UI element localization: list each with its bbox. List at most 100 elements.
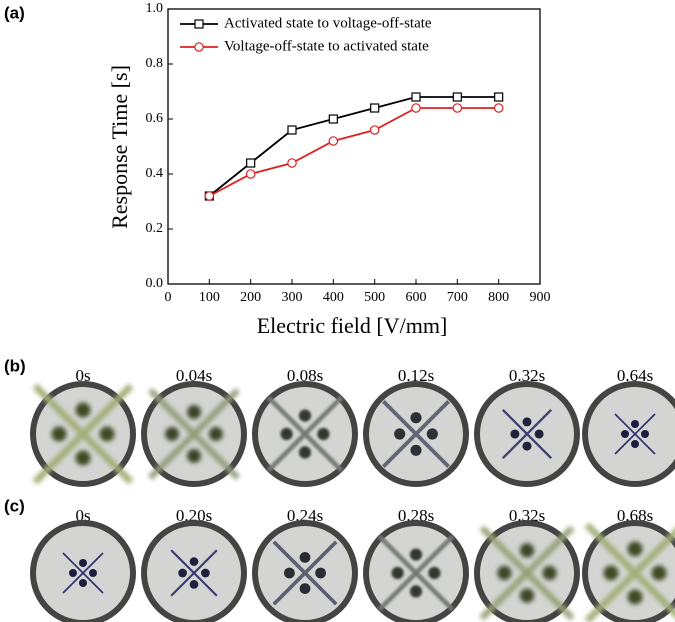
- cross-line: [382, 400, 450, 468]
- marker: [204, 191, 215, 201]
- y-axis-label: Response Time [s]: [107, 65, 132, 229]
- dot: [189, 580, 199, 589]
- particles: [266, 395, 344, 473]
- marker: [452, 103, 463, 113]
- dot: [534, 429, 544, 439]
- dot: [280, 427, 293, 441]
- legend-label: Voltage-off-state to activated state: [224, 38, 429, 54]
- dot: [409, 548, 423, 561]
- particles: [501, 408, 553, 460]
- dot: [208, 427, 223, 441]
- x-tick-label: 0: [165, 290, 172, 305]
- dot: [631, 420, 639, 428]
- cross-line: [377, 534, 455, 612]
- dot: [69, 569, 77, 577]
- dot: [497, 565, 512, 581]
- dot: [79, 579, 87, 587]
- cross-line: [148, 388, 240, 480]
- marker: [369, 125, 380, 135]
- dot: [187, 405, 201, 420]
- marker: [194, 19, 204, 29]
- particles: [377, 534, 455, 612]
- dot: [409, 585, 423, 598]
- cross-line: [170, 549, 218, 597]
- dot: [522, 441, 532, 451]
- x-axis-label: Electric field [V/mm]: [257, 313, 448, 338]
- cross-line: [62, 552, 104, 594]
- panel-label: (a): [4, 3, 25, 22]
- dot: [284, 567, 295, 579]
- y-tick-label: 0.6: [146, 111, 164, 126]
- time-label: 0.32s: [509, 366, 545, 385]
- marker: [370, 103, 380, 113]
- time-label: 0.08s: [287, 366, 323, 385]
- time-label: 0.04s: [176, 366, 212, 385]
- particles: [272, 540, 338, 606]
- dot: [641, 430, 649, 438]
- cross-line: [266, 395, 344, 473]
- dot: [510, 429, 520, 439]
- legend-label: Activated state to voltage-off-state: [224, 15, 432, 31]
- time-label: 0.68s: [617, 506, 653, 525]
- dot: [75, 450, 91, 466]
- marker: [328, 136, 339, 146]
- time-label: 0.28s: [398, 506, 434, 525]
- cross-line: [584, 528, 675, 622]
- marker: [411, 103, 421, 113]
- dot: [89, 569, 97, 577]
- series-line: [208, 96, 499, 197]
- dot: [298, 446, 312, 459]
- dot: [75, 402, 91, 418]
- cross-line: [479, 525, 575, 621]
- dot: [165, 427, 180, 441]
- cross-line: [501, 408, 553, 460]
- dot: [299, 583, 311, 594]
- dot: [315, 567, 326, 579]
- dot: [603, 565, 619, 581]
- panel-label: (c): [4, 496, 25, 515]
- particles: [614, 413, 656, 455]
- series-line: [208, 107, 499, 197]
- particles: [584, 522, 675, 622]
- dot: [189, 557, 199, 566]
- dot: [651, 565, 667, 581]
- plot-frame: [167, 8, 541, 285]
- x-tick-label: 900: [530, 290, 551, 305]
- x-tick-label: 400: [323, 290, 344, 305]
- y-tick-label: 0.8: [146, 56, 164, 71]
- dot: [299, 552, 311, 563]
- dish: [582, 381, 675, 487]
- dot: [519, 543, 535, 558]
- y-tick-label: 0.0: [146, 276, 164, 291]
- time-label: 0.64s: [617, 366, 653, 385]
- dot: [627, 541, 643, 557]
- panel-label: (b): [4, 356, 26, 375]
- dot: [410, 412, 422, 424]
- x-tick-label: 200: [240, 290, 261, 305]
- x-tick-label: 300: [282, 290, 303, 305]
- y-tick-label: 0.4: [146, 166, 164, 181]
- dot: [621, 430, 629, 438]
- particles: [170, 549, 218, 597]
- marker: [328, 114, 338, 124]
- marker: [246, 158, 256, 168]
- y-tick-label: 1.0: [146, 1, 164, 16]
- time-label: 0.12s: [398, 366, 434, 385]
- marker: [287, 158, 297, 168]
- x-tick-label: 100: [199, 290, 220, 305]
- dot: [79, 559, 87, 567]
- marker: [494, 92, 504, 102]
- dot: [410, 444, 422, 456]
- dot: [178, 568, 187, 578]
- time-label: 0s: [75, 366, 90, 385]
- x-tick-label: 600: [406, 290, 427, 305]
- dot: [627, 589, 643, 605]
- dot: [522, 417, 532, 427]
- cross-line: [272, 540, 338, 606]
- cross-line: [32, 383, 134, 485]
- dot: [428, 566, 441, 580]
- time-label: 0.32s: [509, 506, 545, 525]
- cross-line: [614, 413, 656, 455]
- dot: [631, 440, 639, 448]
